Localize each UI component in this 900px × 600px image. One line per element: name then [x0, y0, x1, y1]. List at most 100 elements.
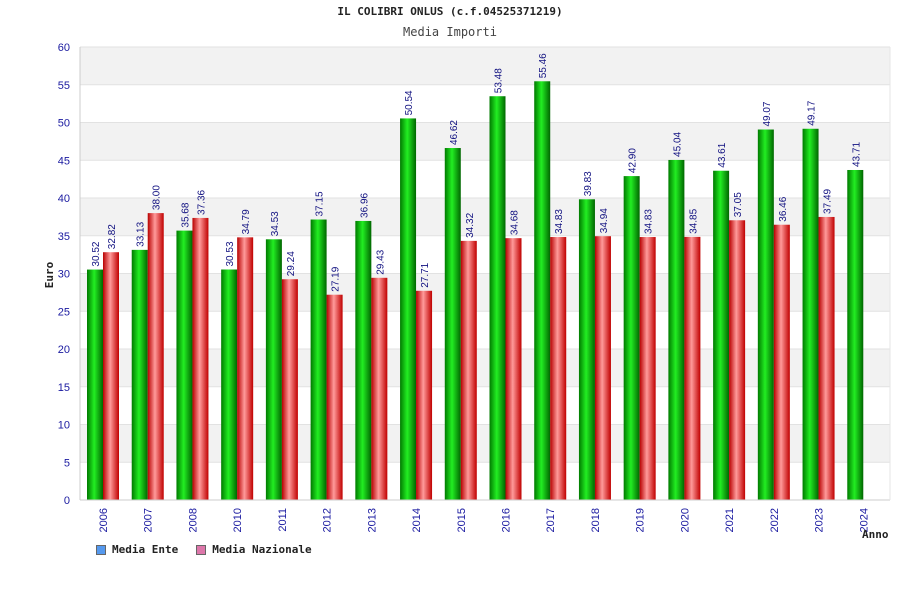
x-tick-label: 2014	[411, 508, 423, 532]
bar-media-nazionale	[416, 290, 433, 500]
bar-media-nazionale	[594, 236, 611, 500]
chart-title: IL COLIBRI ONLUS (c.f.04525371219)	[337, 5, 563, 18]
bar-media-ente	[578, 199, 595, 500]
chart-subtitle: Media Importi	[403, 25, 497, 39]
data-label-media-nazionale: 34.79	[241, 209, 252, 234]
grid-band	[80, 47, 890, 85]
grid-band	[80, 462, 890, 500]
data-label-media-ente: 43.71	[851, 142, 862, 167]
data-label-media-nazionale: 34.83	[554, 209, 565, 234]
bar-media-ente	[310, 219, 327, 500]
bar-media-ente	[847, 169, 864, 500]
bar-media-ente	[489, 96, 506, 500]
bar-media-nazionale	[371, 277, 388, 500]
data-label-media-ente: 34.53	[270, 211, 281, 236]
data-label-media-ente: 35.68	[180, 202, 191, 227]
bar-media-nazionale	[729, 220, 746, 500]
data-label-media-ente: 30.53	[225, 241, 236, 266]
grid-band	[80, 386, 890, 425]
data-label-media-nazionale: 34.68	[510, 210, 521, 235]
x-tick-label: 2008	[187, 508, 199, 532]
data-label-media-nazionale: 34.85	[688, 208, 699, 233]
data-label-media-ente: 30.52	[91, 241, 102, 266]
bar-media-ente	[355, 220, 372, 500]
bar-media-nazionale	[460, 240, 477, 500]
data-label-media-nazionale: 34.32	[465, 212, 476, 237]
bar-media-ente	[444, 148, 461, 501]
data-label-media-nazionale: 29.43	[375, 249, 386, 274]
data-label-media-ente: 37.15	[315, 191, 326, 216]
bar-media-ente	[87, 269, 103, 500]
y-tick-label: 20	[58, 344, 70, 356]
data-label-media-ente: 50.54	[404, 90, 415, 115]
data-label-media-ente: 46.62	[449, 120, 460, 145]
bar-media-nazionale	[192, 217, 209, 500]
y-tick-label: 35	[58, 231, 70, 243]
data-label-media-ente: 49.17	[807, 100, 818, 125]
y-tick-label: 60	[58, 42, 70, 54]
x-tick-label: 2016	[501, 508, 513, 532]
x-tick-label: 2019	[635, 508, 647, 532]
grid-band	[80, 311, 890, 349]
x-tick-label: 2013	[366, 508, 378, 532]
legend-swatch-nazionale	[196, 544, 207, 555]
legend: Media Ente Media Nazionale	[96, 543, 312, 556]
data-label-media-nazionale: 27.19	[331, 266, 342, 291]
data-label-media-nazionale: 37.05	[733, 192, 744, 217]
data-label-media-nazionale: 38.00	[152, 185, 163, 210]
x-tick-label: 2018	[590, 508, 602, 532]
y-tick-label: 45	[58, 155, 70, 167]
legend-item-nazionale: Media Nazionale	[196, 543, 312, 556]
bar-media-nazionale	[237, 237, 254, 500]
y-tick-label: 5	[64, 457, 70, 469]
data-label-media-nazionale: 27.71	[420, 262, 431, 287]
x-tick-label: 2010	[232, 508, 244, 532]
y-tick-label: 55	[58, 80, 70, 92]
x-tick-label: 2022	[769, 508, 781, 532]
x-tick-label: 2017	[545, 508, 557, 532]
bar-media-ente	[265, 239, 282, 500]
bar-media-nazionale	[326, 294, 343, 500]
bar-media-nazionale	[103, 252, 119, 500]
legend-swatch-ente	[96, 544, 106, 555]
bar-media-nazionale	[147, 213, 164, 500]
data-label-media-ente: 33.13	[136, 221, 147, 246]
x-tick-label: 2020	[679, 508, 691, 532]
legend-label-ente: Media Ente	[112, 543, 179, 556]
y-tick-label: 50	[58, 118, 70, 130]
x-axis-label: Anno	[862, 528, 889, 541]
bar-media-ente	[534, 81, 551, 500]
bar-media-nazionale	[684, 236, 701, 500]
bar-media-ente	[131, 249, 148, 500]
data-label-media-ente: 43.61	[717, 142, 728, 167]
x-tick-label: 2006	[98, 508, 110, 532]
bar-media-ente	[802, 128, 819, 501]
bar-media-ente	[623, 176, 640, 501]
bar-media-nazionale	[281, 279, 298, 500]
y-tick-label: 30	[58, 269, 70, 281]
x-tick-label: 2023	[814, 508, 826, 532]
grid-band	[80, 160, 890, 198]
bar-media-ente	[176, 230, 193, 500]
data-label-media-nazionale: 36.46	[778, 196, 789, 221]
x-tick-label: 2012	[322, 508, 334, 532]
grid-band	[80, 122, 890, 161]
data-label-media-ente: 55.46	[538, 53, 549, 78]
bar-media-ente	[713, 170, 730, 500]
grid-band	[80, 235, 890, 274]
x-tick-label: 2024	[858, 508, 870, 532]
data-label-media-ente: 42.90	[628, 148, 639, 173]
bar-media-nazionale	[550, 237, 567, 500]
bar-media-ente	[757, 129, 774, 501]
grid-band	[80, 273, 890, 312]
bar-media-ente	[400, 118, 417, 500]
data-label-media-ente: 45.04	[672, 131, 683, 156]
y-tick-label: 0	[64, 495, 70, 507]
x-tick-label: 2021	[724, 508, 736, 532]
grid-band	[80, 349, 890, 387]
y-tick-label: 15	[58, 382, 70, 394]
bar-media-nazionale	[505, 238, 522, 500]
data-label-media-nazionale: 29.24	[286, 251, 297, 276]
legend-label-nazionale: Media Nazionale	[212, 543, 312, 556]
